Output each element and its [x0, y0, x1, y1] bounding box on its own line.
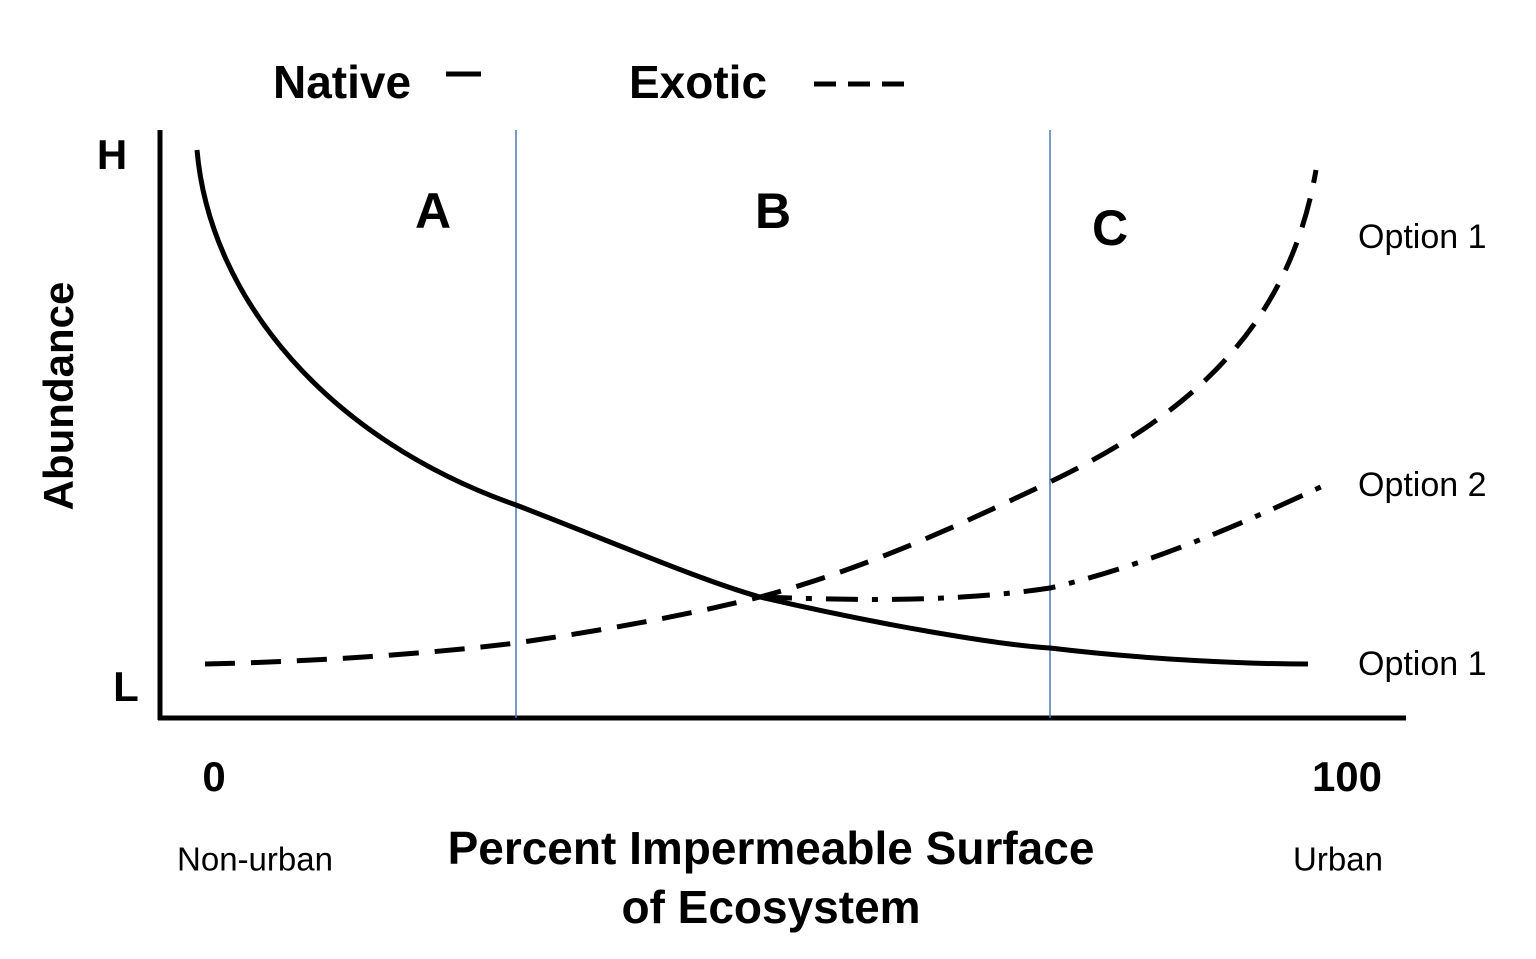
y-axis-title: Abundance — [35, 282, 82, 511]
x-start-label: 0 — [202, 753, 225, 800]
x-end-label: 100 — [1312, 753, 1382, 800]
curve-label: Option 2 — [1358, 466, 1487, 504]
native-curve — [194, 149, 1309, 667]
y-low-label: L — [113, 663, 139, 710]
zone-label: B — [755, 183, 791, 239]
curve-label: Option 1 — [1358, 645, 1487, 683]
exotic-curve-option-2 — [759, 482, 1327, 602]
x-end-caption: Urban — [1293, 841, 1383, 878]
x-start-caption: Non-urban — [177, 841, 333, 878]
curve-label: Option 1 — [1358, 218, 1487, 256]
zone-label: A — [415, 183, 451, 239]
x-axis-title: Percent Impermeable Surface — [448, 822, 1095, 874]
legend-native: Native — [273, 56, 411, 108]
exotic-curve-option-1 — [204, 169, 1319, 667]
legend-exotic: Exotic — [629, 56, 767, 108]
zone-label: C — [1092, 200, 1128, 256]
y-high-label: H — [97, 131, 127, 178]
x-axis-title: of Ecosystem — [621, 881, 920, 933]
